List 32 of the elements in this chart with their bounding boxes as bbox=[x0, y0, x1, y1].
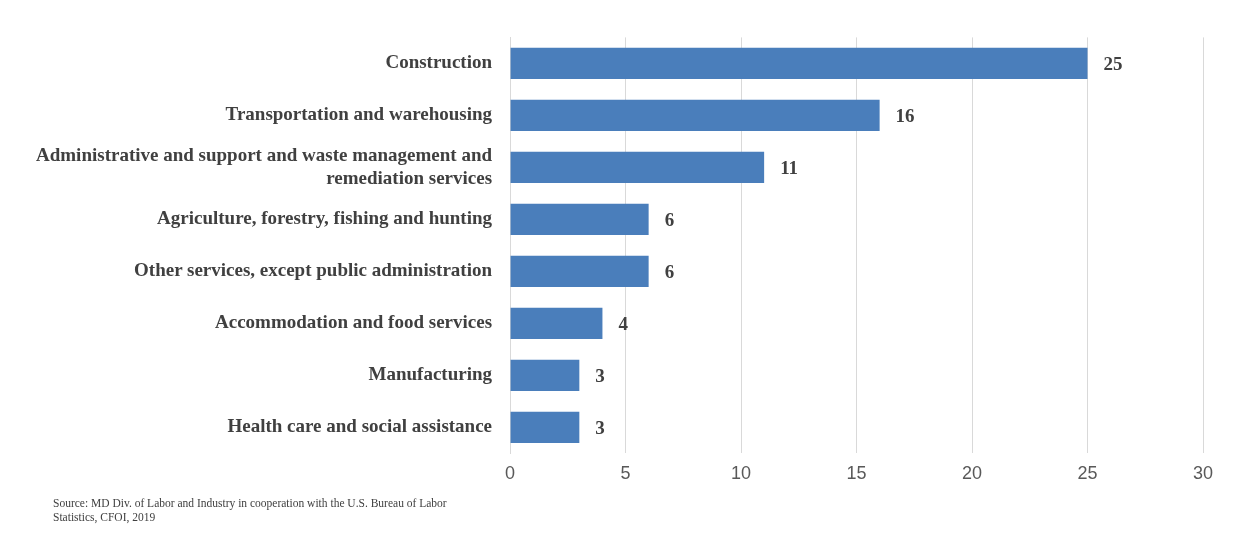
y-tick-label: Accommodation and food services bbox=[214, 311, 493, 333]
bar bbox=[510, 47, 1088, 79]
bar bbox=[510, 359, 580, 391]
data-label: 3 bbox=[595, 417, 605, 439]
bar bbox=[510, 99, 880, 131]
bar bbox=[510, 255, 649, 287]
data-label: 11 bbox=[780, 157, 799, 179]
x-tick-label: 25 bbox=[1077, 463, 1098, 484]
source-note: Source: MD Div. of Labor and Industry in cooperation with the U.S. Bureau of Labor Statistics, CFOI, 2019 bbox=[53, 496, 448, 524]
x-tick-label: 20 bbox=[962, 463, 983, 484]
data-label: 6 bbox=[664, 261, 675, 283]
x-tick-label: 10 bbox=[731, 463, 752, 484]
y-tick-label: Health care and social assistance bbox=[227, 415, 493, 437]
data-label: 3 bbox=[595, 365, 605, 387]
bar bbox=[510, 411, 580, 443]
bar bbox=[510, 151, 765, 183]
y-tick-label: Construction bbox=[385, 51, 493, 73]
data-label: 6 bbox=[664, 209, 675, 231]
data-label: 4 bbox=[618, 313, 629, 335]
y-tick-label: Manufacturing bbox=[368, 363, 493, 385]
x-tick-label: 5 bbox=[620, 463, 631, 484]
y-tick-label: Other services, except public administration bbox=[134, 259, 493, 281]
bar bbox=[510, 203, 649, 235]
y-tick-label: Agriculture, forestry, fishing and hunting bbox=[157, 207, 493, 229]
data-label: 25 bbox=[1103, 53, 1123, 75]
y-tick-label: Administrative and support and waste management and remediation services bbox=[36, 143, 493, 188]
y-tick-label: Transportation and warehousing bbox=[225, 103, 493, 125]
x-tick-label: 30 bbox=[1192, 463, 1214, 484]
data-label: 16 bbox=[895, 105, 915, 127]
bar bbox=[510, 307, 603, 339]
x-tick-label: 0 bbox=[505, 463, 516, 484]
x-tick-label: 15 bbox=[846, 463, 867, 484]
